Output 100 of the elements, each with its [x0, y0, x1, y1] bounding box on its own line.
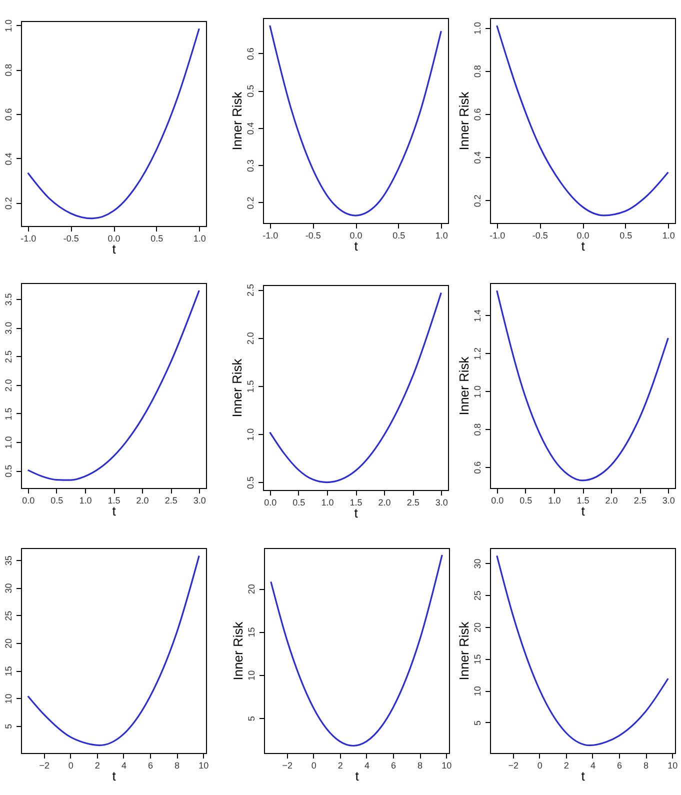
y-tick-label: 1.0 [246, 428, 256, 441]
line-series [496, 554, 669, 746]
x-tick-label: 1.0 [435, 230, 448, 240]
x-tick-label: 3.0 [193, 496, 206, 506]
y-axis-title: Inner Risk [230, 358, 244, 418]
y-tick-label: 2.5 [4, 350, 14, 363]
line-series [270, 554, 443, 747]
y-tick-label: 0.4 [4, 152, 14, 166]
line-series [496, 24, 669, 216]
y-tick-label: 10 [246, 670, 256, 680]
y-tick-label: 3.5 [4, 293, 14, 306]
x-tick-label: 2.5 [634, 496, 646, 506]
x-tick-label: 1.0 [662, 230, 675, 240]
x-tick-label: 0.5 [392, 230, 406, 240]
x-tick-label: -0.5 [532, 230, 548, 240]
line-series [27, 554, 200, 746]
y-tick-label: 20 [246, 584, 256, 594]
y-tick-label: 0.6 [472, 108, 482, 121]
y-axis-title: Inner Risk [230, 621, 246, 680]
y-tick-label: 0.6 [472, 461, 482, 474]
x-axis-title: t [354, 506, 358, 520]
y-tick-label: 1.4 [472, 310, 482, 322]
x-axis-title: t [581, 504, 586, 518]
y-tick-label: 1.5 [246, 380, 256, 393]
x-tick-label: 0.0 [576, 230, 590, 240]
x-tick-label: 0.0 [22, 496, 35, 506]
x-tick-label: 2.5 [164, 496, 178, 506]
y-tick-label: 1.0 [4, 436, 14, 449]
line-series [27, 28, 200, 220]
x-axis-title: t [112, 242, 116, 256]
y-tick-label: 15 [4, 666, 14, 676]
y-tick-label: 30 [472, 558, 482, 569]
x-tick-label: 1.0 [548, 496, 561, 506]
x-tick-label: 2 [564, 760, 569, 770]
x-tick-label: -0.5 [305, 230, 321, 240]
x-tick-label: 0.5 [520, 496, 532, 506]
y-tick-label: 25 [472, 590, 482, 601]
y-tick-label: 15 [472, 654, 482, 664]
x-tick-label: 2.0 [605, 496, 618, 506]
x-tick-label: -0.5 [63, 234, 79, 244]
y-tick-label: 5 [246, 716, 256, 722]
y-axis-title: Inner Risk [230, 91, 244, 150]
x-tick-label: 0.5 [292, 498, 306, 508]
y-tick-label: 5 [4, 724, 14, 729]
x-tick-label: 0.0 [108, 234, 120, 244]
x-tick-label: 1.5 [350, 498, 362, 508]
y-tick-label: 3.0 [4, 322, 14, 334]
x-tick-label: 6 [390, 760, 396, 770]
y-tick-label: 1.2 [472, 347, 482, 360]
x-tick-label: 0 [311, 760, 316, 770]
y-tick-label: 20 [4, 638, 14, 649]
x-tick-label: 6 [148, 760, 154, 770]
y-tick-label: 35 [4, 556, 14, 566]
y-tick-label: 2.0 [246, 332, 256, 345]
x-tick-label: 4 [590, 760, 596, 770]
x-axis-title: t [112, 504, 116, 518]
y-tick-label: 25 [4, 610, 14, 621]
y-tick-label: 20 [472, 622, 482, 632]
y-tick-label: 30 [4, 583, 14, 594]
x-tick-label: 10 [668, 760, 678, 770]
x-tick-label: 3.0 [435, 498, 448, 508]
x-tick-label: 8 [174, 760, 180, 770]
x-tick-label: 2 [94, 760, 100, 770]
y-axis-title: Inner Risk [456, 621, 472, 680]
y-tick-label: 0.2 [246, 196, 256, 210]
x-tick-label: 0 [537, 760, 542, 770]
x-tick-label: 1.5 [576, 496, 590, 506]
x-tick-label: -1.0 [20, 234, 36, 244]
y-tick-label: 2.5 [246, 284, 256, 297]
y-tick-label: 1.5 [4, 408, 14, 420]
x-tick-label: −2 [508, 760, 518, 770]
line-series [27, 290, 200, 481]
x-tick-label: 1.0 [79, 496, 92, 506]
y-tick-label: 0.5 [4, 464, 14, 478]
y-tick-label: 5 [472, 720, 482, 726]
x-axis-title: t [354, 238, 358, 254]
x-tick-label: 4 [364, 760, 370, 770]
x-tick-label: 2.0 [136, 496, 149, 506]
y-tick-label: 0.5 [246, 476, 256, 490]
x-tick-label: 6 [616, 760, 622, 770]
y-tick-label: 0.4 [246, 122, 256, 135]
y-axis-title: Inner Risk [456, 356, 472, 416]
x-tick-label: 0.0 [350, 230, 362, 240]
x-tick-label: −2 [39, 760, 50, 770]
x-tick-label: 1.0 [321, 498, 334, 508]
x-tick-label: 0.5 [150, 234, 164, 244]
x-axis-title: t [112, 768, 116, 784]
y-tick-label: 10 [472, 686, 482, 696]
y-tick-label: 0.2 [4, 197, 14, 210]
y-tick-label: 0.6 [4, 108, 14, 121]
y-tick-label: 0.8 [472, 423, 482, 436]
x-tick-label: −2 [282, 760, 292, 770]
x-axis-title: t [581, 238, 586, 254]
x-tick-label: 0.0 [264, 498, 277, 508]
x-tick-label: -1.0 [490, 230, 506, 240]
line-series [269, 24, 442, 216]
y-tick-label: 10 [4, 694, 14, 704]
x-tick-label: 0.5 [50, 496, 64, 506]
x-tick-label: 1.5 [108, 496, 120, 506]
y-tick-label: 0.8 [472, 65, 482, 78]
